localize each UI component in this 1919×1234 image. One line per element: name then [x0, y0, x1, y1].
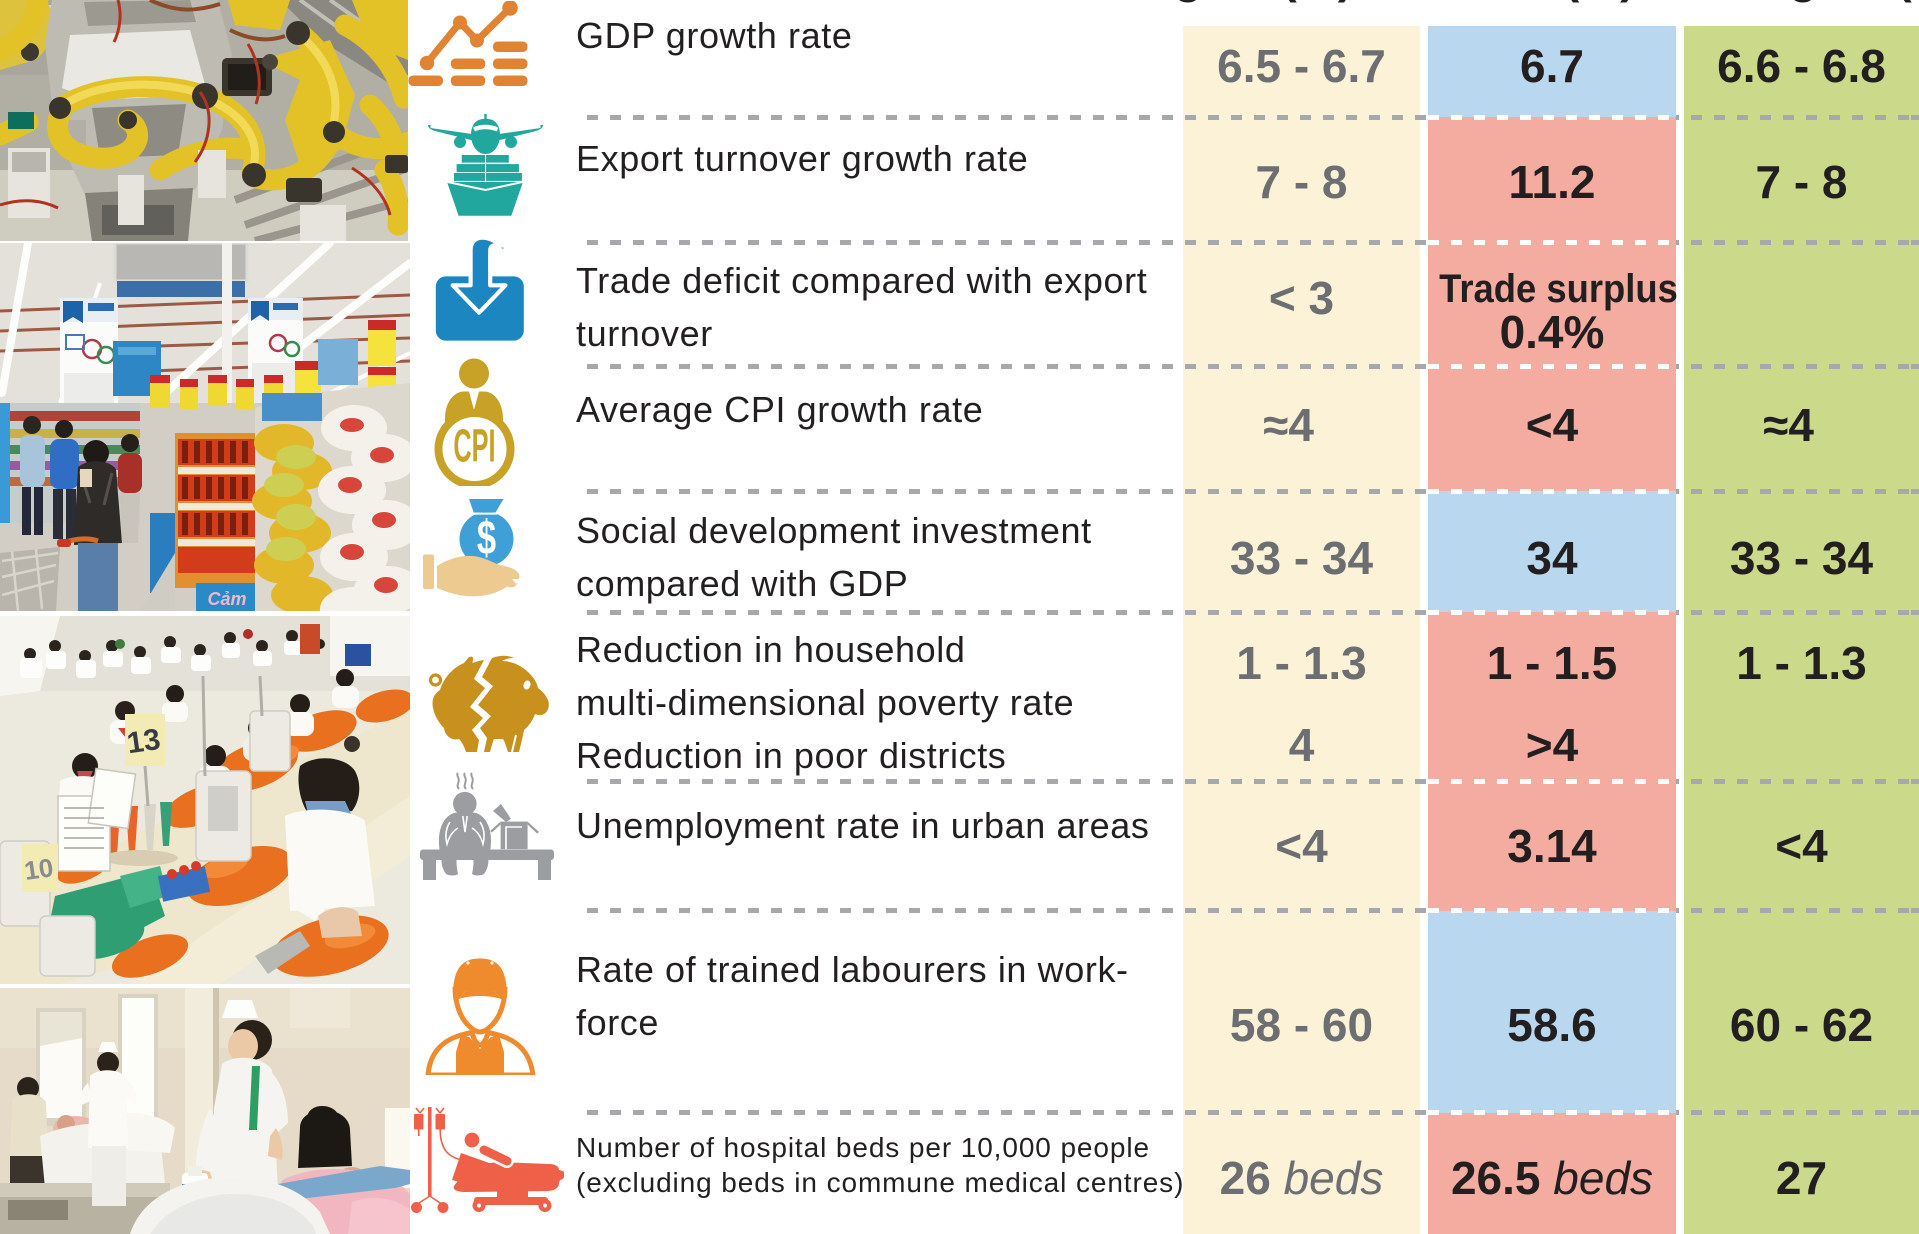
svg-text:CPI: CPI	[453, 419, 495, 471]
svg-text:10: 10	[22, 852, 55, 886]
svg-text:$: $	[477, 510, 496, 564]
svg-text:Cảm: Cảm	[207, 589, 246, 609]
svg-text:13: 13	[125, 723, 163, 760]
